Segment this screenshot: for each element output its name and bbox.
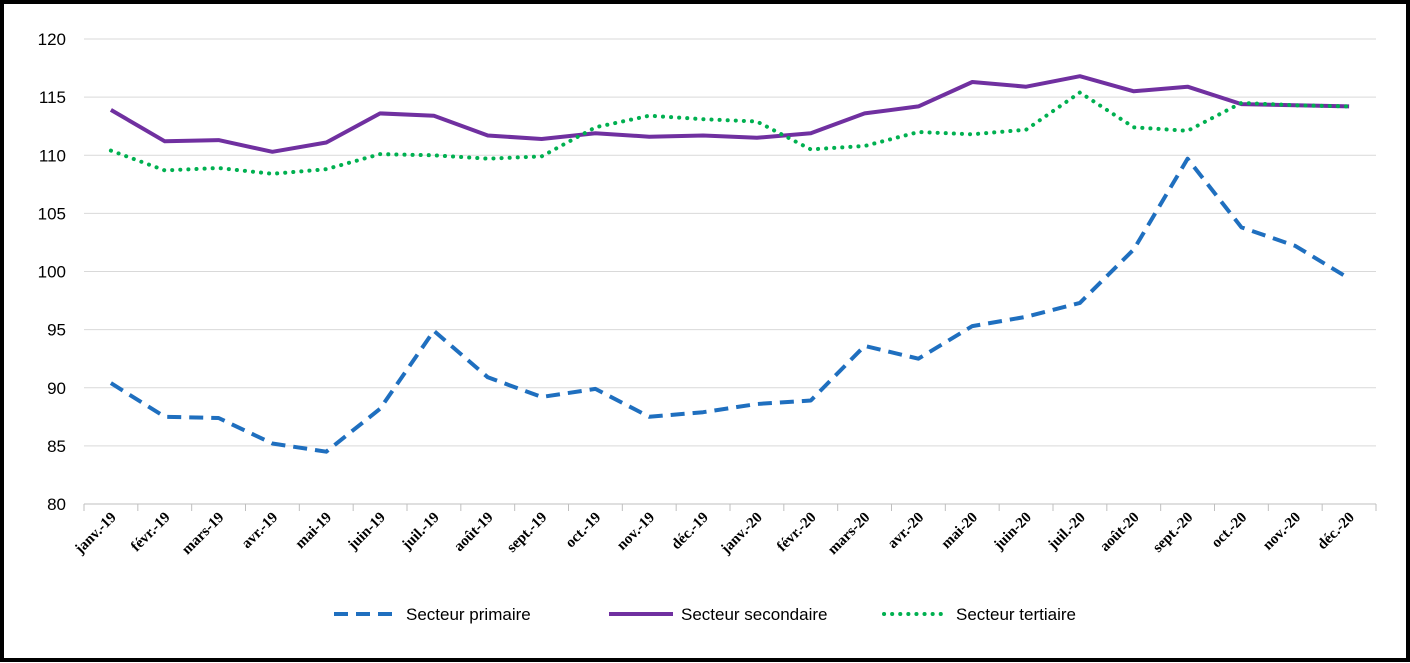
series-line-secteur-secondaire xyxy=(109,74,1350,154)
y-tick-label: 90 xyxy=(47,379,66,398)
series-line-secteur-tertiaire xyxy=(108,90,1352,176)
x-tick-label: août-19 xyxy=(451,510,496,555)
gridlines xyxy=(84,38,1376,447)
x-tick-label: mars-20 xyxy=(825,510,873,558)
x-tick-label: avr.-20 xyxy=(885,510,927,552)
x-tick-label: oct.-20 xyxy=(1209,510,1251,552)
x-tick-label: juin-20 xyxy=(990,510,1034,554)
x-tick-label: mars-19 xyxy=(179,510,227,558)
y-tick-label: 100 xyxy=(38,263,66,282)
legend: Secteur primaire Secteur secondaire Secteu… xyxy=(334,605,1076,624)
x-tick-label: févr.-19 xyxy=(128,510,173,555)
legend-label: Secteur primaire xyxy=(406,605,531,624)
series-line-secteur-primaire xyxy=(109,156,1351,454)
y-axis: 80 85 90 95 100 105 110 115 120 xyxy=(38,30,66,514)
x-tick-label: nov.-20 xyxy=(1260,510,1304,554)
x-tick-label: sept.-19 xyxy=(504,510,550,556)
y-tick-label: 85 xyxy=(47,437,66,456)
x-tick-label: août-20 xyxy=(1097,510,1142,555)
x-tick-label: juil.-20 xyxy=(1045,510,1089,554)
y-tick-label: 115 xyxy=(39,88,66,107)
y-tick-label: 80 xyxy=(47,495,66,514)
x-tick-label: déc.-20 xyxy=(1314,510,1357,553)
x-tick-label: févr.-20 xyxy=(774,510,819,555)
y-tick-label: 120 xyxy=(38,30,66,49)
x-axis: janv.-19 févr.-19 mars-19 avr.-19 mai-19 juin… xyxy=(71,503,1377,558)
x-tick-label: déc.-19 xyxy=(668,510,711,553)
y-tick-label: 95 xyxy=(47,321,66,340)
x-tick-label: janv.-20 xyxy=(717,510,765,558)
x-tick-label: juin-19 xyxy=(344,510,388,554)
x-tick-label: juil.-19 xyxy=(399,510,443,554)
x-tick-label: avr.-19 xyxy=(239,510,281,552)
x-tick-label: nov.-19 xyxy=(614,510,658,554)
y-tick-label: 105 xyxy=(38,204,66,223)
x-tick-label: mai-20 xyxy=(939,510,982,553)
legend-label: Secteur tertiaire xyxy=(956,605,1076,624)
series-lines xyxy=(108,74,1352,454)
y-tick-label: 110 xyxy=(39,146,66,165)
x-tick-label: oct.-19 xyxy=(563,510,605,552)
x-tick-label: janv.-19 xyxy=(71,510,119,558)
line-chart: 80 85 90 95 100 105 110 115 120 janv.-19 févr.-19… xyxy=(38,30,1377,624)
x-tick-label: mai-19 xyxy=(293,510,336,553)
legend-label: Secteur secondaire xyxy=(681,605,827,624)
x-tick-label: sept.-20 xyxy=(1150,510,1196,556)
